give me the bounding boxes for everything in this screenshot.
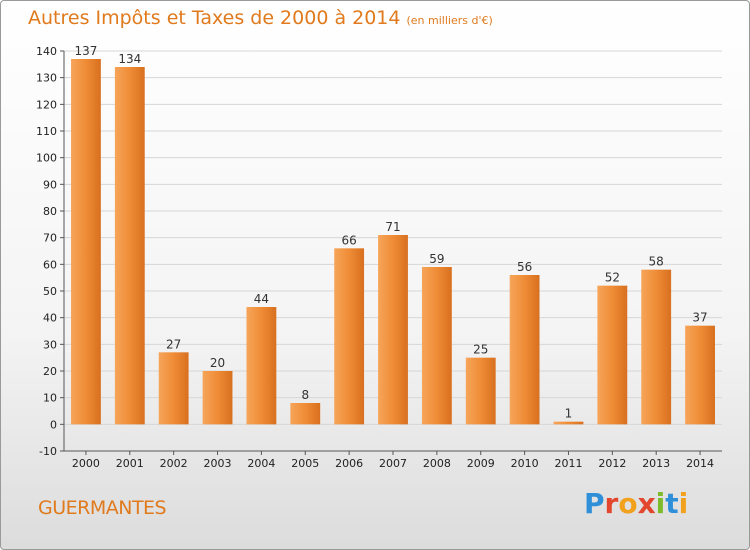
- logo-letter: t: [665, 487, 679, 520]
- bar: [421, 267, 452, 425]
- bar-value-label: 44: [254, 292, 269, 306]
- x-tick-label: 2005: [291, 457, 319, 470]
- bar-value-label: 20: [210, 356, 225, 370]
- bar: [553, 421, 584, 425]
- proxiti-logo: Proxiti: [584, 487, 688, 520]
- y-tick-label: 120: [36, 98, 57, 111]
- bar: [290, 403, 321, 425]
- logo-letter: r: [604, 487, 619, 520]
- bar-value-label: 134: [118, 52, 141, 66]
- y-tick-label: 0: [50, 418, 57, 431]
- bar-value-label: 1: [565, 407, 573, 421]
- x-tick-label: 2008: [423, 457, 451, 470]
- x-tick-label: 2012: [598, 457, 626, 470]
- x-tick-label: 2009: [467, 457, 495, 470]
- y-tick-label: 70: [43, 232, 57, 245]
- bar-value-label: 37: [692, 311, 707, 325]
- bar-value-label: 56: [517, 260, 532, 274]
- title-text: Autres Impôts et Taxes de 2000 à 2014: [28, 7, 401, 29]
- bar: [378, 235, 408, 425]
- bar: [71, 59, 101, 425]
- bar: [334, 248, 365, 425]
- x-tick-label: 2001: [116, 457, 144, 470]
- y-tick-label: 90: [43, 178, 57, 191]
- bar: [114, 67, 145, 425]
- x-tick-label: 2011: [554, 457, 582, 470]
- x-tick-label: 2004: [247, 457, 275, 470]
- logo-letter: o: [618, 487, 638, 520]
- x-tick-label: 2013: [642, 457, 670, 470]
- y-tick-label: 110: [36, 125, 57, 138]
- y-tick-label: 140: [36, 45, 57, 58]
- bar-value-label: 71: [385, 220, 400, 234]
- commune-name: GUERMANTES: [38, 497, 167, 519]
- bar-value-label: 59: [429, 252, 444, 266]
- x-tick-label: 2014: [686, 457, 714, 470]
- logo-letter: i: [678, 487, 689, 520]
- bar-value-label: 25: [473, 343, 488, 357]
- y-tick-label: 30: [43, 338, 57, 351]
- y-tick-label: 130: [36, 72, 57, 85]
- chart-title: Autres Impôts et Taxes de 2000 à 2014 (en…: [28, 7, 493, 29]
- bar: [641, 269, 672, 425]
- y-tick-label: -10: [39, 445, 57, 458]
- y-tick-label: 100: [36, 152, 57, 165]
- x-tick-label: 2006: [335, 457, 363, 470]
- bar: [246, 307, 277, 425]
- bar-value-label: 58: [649, 255, 664, 269]
- bar: [597, 285, 628, 425]
- y-tick-label: 50: [43, 285, 57, 298]
- bar: [465, 357, 496, 425]
- bar: [202, 371, 233, 425]
- bar: [685, 325, 715, 425]
- bar: [158, 352, 189, 425]
- bar-value-label: 27: [166, 337, 181, 351]
- y-tick-label: 80: [43, 205, 57, 218]
- bar-value-label: 66: [341, 233, 356, 247]
- logo-letter: i: [655, 487, 666, 520]
- y-tick-label: 40: [43, 312, 57, 325]
- x-tick-label: 2003: [204, 457, 232, 470]
- x-tick-label: 2010: [511, 457, 539, 470]
- x-tick-label: 2002: [160, 457, 188, 470]
- bar: [509, 275, 540, 425]
- y-tick-label: 20: [43, 365, 57, 378]
- y-tick-label: 60: [43, 258, 57, 271]
- chart-subtitle: (en milliers d'€): [406, 14, 493, 27]
- bar-value-label: 52: [605, 271, 620, 285]
- bar-value-label: 8: [301, 388, 309, 402]
- bar-value-label: 137: [74, 44, 97, 58]
- logo-letter: x: [637, 487, 656, 520]
- y-tick-label: 10: [43, 392, 57, 405]
- logo-letter: P: [584, 487, 605, 520]
- x-tick-label: 2007: [379, 457, 407, 470]
- x-tick-label: 2000: [72, 457, 100, 470]
